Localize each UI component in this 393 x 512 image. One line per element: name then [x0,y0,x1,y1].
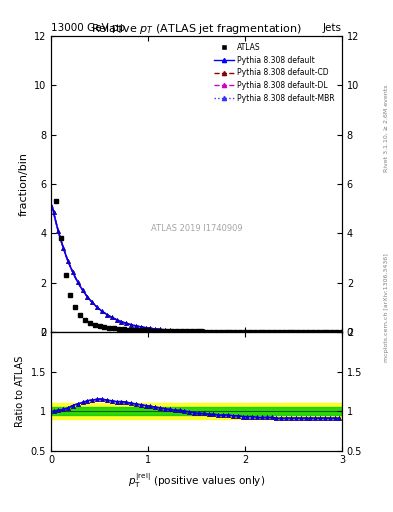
Text: Rivet 3.1.10, ≥ 2.6M events: Rivet 3.1.10, ≥ 2.6M events [384,84,389,172]
Y-axis label: Ratio to ATLAS: Ratio to ATLAS [15,356,25,427]
Pythia 8.308 default-CD [51,207,55,213]
Pythia 8.308 default-MBR [222,329,227,335]
Pythia 8.308 default [51,207,55,213]
ATLAS [136,327,141,333]
Pythia 8.308 default-MBR [227,329,232,335]
Line: Pythia 8.308 default: Pythia 8.308 default [52,206,342,332]
Line: Pythia 8.308 default-MBR: Pythia 8.308 default-MBR [52,206,342,332]
ATLAS [102,324,107,330]
Title: Relative $p_T$ (ATLAS jet fragmentation): Relative $p_T$ (ATLAS jet fragmentation) [91,22,302,36]
ATLAS [126,327,131,333]
Pythia 8.308 default-DL [340,329,344,335]
ATLAS [340,329,344,335]
Pythia 8.308 default-MBR [51,207,55,213]
Pythia 8.308 default [340,329,344,335]
Pythia 8.308 default [312,329,317,335]
Pythia 8.308 default-CD [50,203,54,209]
Pythia 8.308 default-DL [294,329,299,335]
Text: ATLAS 2019 I1740909: ATLAS 2019 I1740909 [151,224,242,233]
ATLAS [233,329,238,335]
Pythia 8.308 default-DL [222,329,227,335]
Text: mcplots.cern.ch [arXiv:1306.3436]: mcplots.cern.ch [arXiv:1306.3436] [384,253,389,361]
X-axis label: $p_{\mathrm{T}}^{\mathrm{|rel|}}$ (positive values only): $p_{\mathrm{T}}^{\mathrm{|rel|}}$ (posit… [128,471,265,489]
Pythia 8.308 default-MBR [221,329,226,335]
Pythia 8.308 default [50,203,54,209]
Pythia 8.308 default [222,329,227,335]
Text: Jets: Jets [323,23,342,33]
Bar [51,407,342,415]
ATLAS [146,327,151,333]
Text: 13000 GeV pp: 13000 GeV pp [51,23,125,33]
Pythia 8.308 default [221,329,226,335]
Y-axis label: fraction/bin: fraction/bin [18,152,28,216]
Pythia 8.308 default-DL [227,329,232,335]
Pythia 8.308 default-MBR [294,329,299,335]
Pythia 8.308 default [294,329,299,335]
Pythia 8.308 default-MBR [340,329,344,335]
Line: Pythia 8.308 default-DL: Pythia 8.308 default-DL [52,206,342,332]
Pythia 8.308 default-CD [222,329,227,335]
Pythia 8.308 default-DL [221,329,226,335]
Bar [51,403,342,419]
Pythia 8.308 default-DL [51,207,55,213]
Pythia 8.308 default [227,329,232,335]
Pythia 8.308 default-DL [312,329,317,335]
Legend: ATLAS, Pythia 8.308 default, Pythia 8.308 default-CD, Pythia 8.308 default-DL, P: ATLAS, Pythia 8.308 default, Pythia 8.30… [211,39,338,106]
ATLAS [53,198,58,204]
Pythia 8.308 default-CD [340,329,344,335]
Pythia 8.308 default-MBR [50,203,54,209]
Pythia 8.308 default-MBR [312,329,317,335]
Pythia 8.308 default-CD [227,329,232,335]
Line: Pythia 8.308 default-CD: Pythia 8.308 default-CD [52,206,342,332]
Pythia 8.308 default-CD [221,329,226,335]
Pythia 8.308 default-CD [312,329,317,335]
Line: ATLAS: ATLAS [53,199,344,334]
Pythia 8.308 default-CD [294,329,299,335]
ATLAS [151,328,155,334]
Pythia 8.308 default-DL [50,203,54,209]
